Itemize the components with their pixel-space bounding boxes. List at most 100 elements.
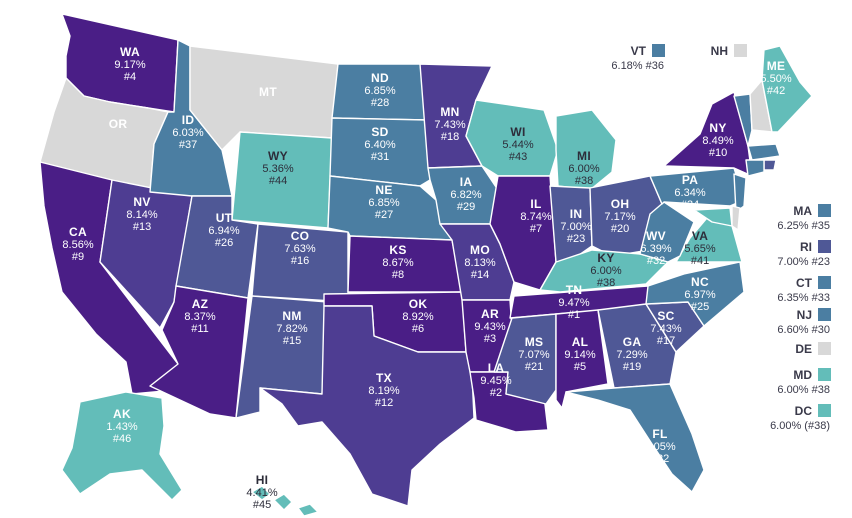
state-me: [761, 45, 813, 133]
label-ar: AR9.43%#3: [474, 307, 505, 345]
state-code: AK: [113, 407, 131, 421]
label-pa: PA6.34%#34: [674, 173, 705, 211]
state-rank: #15: [283, 335, 301, 347]
state-rank: #41: [691, 255, 709, 267]
state-tx: [259, 305, 475, 507]
state-ky: [539, 249, 669, 293]
label-mo: MO8.13%#14: [464, 243, 495, 281]
state-de: [731, 205, 741, 231]
state-code: AL: [572, 335, 589, 349]
label-wy: WY5.36%#44: [262, 149, 293, 187]
state-rank: #45: [253, 499, 271, 511]
state-rank: #28: [371, 97, 389, 109]
state-rank: #42: [767, 85, 785, 97]
state-code: WV: [646, 229, 666, 243]
legend-code: CT: [796, 276, 813, 290]
state-nj: [733, 173, 747, 213]
state-value: 7.82%: [276, 323, 307, 335]
state-value: 6.40%: [364, 139, 395, 151]
legend-entry-vt: VT 6.18% #36: [611, 44, 665, 72]
state-labels: WA9.17%#4ORCA8.56%#9NV8.14%#13ID6.03%#37…: [62, 45, 791, 511]
state-rank: #21: [525, 361, 543, 373]
label-tx: TX8.19%#12: [368, 371, 399, 409]
state-hi: [251, 485, 319, 517]
state-rank: #26: [215, 237, 233, 249]
state-code: AR: [481, 307, 499, 321]
state-rank: #27: [375, 209, 393, 221]
state-code: NV: [133, 195, 150, 209]
legend-entry-de: DE: [795, 342, 831, 356]
legend-code: DE: [795, 342, 812, 356]
legend-value: 6.00% #38: [777, 384, 830, 396]
state-az: [149, 285, 249, 419]
state-code: OK: [409, 297, 428, 311]
state-rank: #2: [490, 387, 502, 399]
state-value: 4.41%: [246, 487, 277, 499]
state-value: 8.49%: [702, 135, 733, 147]
legend-code: VT: [631, 44, 647, 58]
state-mi: [555, 109, 617, 191]
state-value: 8.19%: [368, 385, 399, 397]
state-code: LA: [488, 361, 505, 375]
label-nm: NM7.82%#15: [276, 309, 307, 347]
label-ky: KY6.00%#38: [590, 251, 621, 289]
label-nv: NV8.14%#13: [126, 195, 157, 233]
legend-swatch: [818, 308, 831, 321]
state-value: 6.39%: [640, 243, 671, 255]
state-value: 9.47%: [558, 297, 589, 309]
state-rank: #11: [191, 323, 209, 335]
small-state-legend: VT 6.18% #36 NH MA 6.25% #35 RI 7.00% #23 CT 6.3…: [611, 44, 831, 432]
state-rank: #16: [291, 255, 309, 267]
state-value: 7.05%: [644, 441, 675, 453]
legend-value: 6.35% #33: [777, 292, 830, 304]
state-value: 9.17%: [114, 59, 145, 71]
label-co: CO7.63%#16: [284, 229, 315, 267]
label-ut: UT6.94%#26: [208, 211, 239, 249]
label-ak: AK1.43%#46: [106, 407, 137, 445]
state-code: NC: [691, 275, 709, 289]
state-code: KY: [597, 251, 614, 265]
state-code: PA: [682, 173, 698, 187]
state-rank: #43: [509, 151, 527, 163]
label-wi: WI5.44%#43: [502, 125, 533, 163]
state-value: 9.45%: [480, 375, 511, 387]
label-fl: FL7.05%#22: [644, 427, 675, 465]
state-value: 8.37%: [184, 311, 215, 323]
state-rank: #44: [269, 175, 287, 187]
state-value: 8.13%: [464, 257, 495, 269]
legend-value: 6.18% #36: [611, 60, 664, 72]
label-ne: NE6.85%#27: [368, 183, 399, 221]
label-mi: MI6.00%#38: [568, 149, 599, 187]
state-fl: [565, 383, 705, 493]
state-value: 8.56%: [62, 239, 93, 251]
legend-entry-md: MD 6.00% #38: [777, 368, 831, 396]
state-rank: #20: [611, 223, 629, 235]
label-wv: WV6.39%#32: [640, 229, 671, 267]
state-code: VA: [692, 229, 708, 243]
state-value: 1.43%: [106, 421, 137, 433]
label-ia: IA6.82%#29: [450, 175, 481, 213]
label-ok: OK8.92%#6: [402, 297, 433, 335]
state-code: MI: [577, 149, 591, 163]
state-ga: [597, 303, 677, 389]
state-wv: [639, 201, 695, 263]
label-mt: MT: [259, 85, 277, 99]
state-rank: #38: [597, 277, 615, 289]
state-rank: #10: [709, 147, 727, 159]
state-rank: #9: [72, 251, 84, 263]
state-value: 9.43%: [474, 321, 505, 333]
state-code: ND: [371, 71, 389, 85]
state-value: 6.85%: [368, 197, 399, 209]
state-value: 8.92%: [402, 311, 433, 323]
label-hi: HI4.41%#45: [246, 473, 277, 511]
legend-entry-nj: NJ 6.60% #30: [777, 308, 831, 336]
state-sd: [329, 117, 431, 187]
state-code: WY: [268, 149, 288, 163]
state-rank: #38: [575, 175, 593, 187]
state-code: NY: [709, 121, 726, 135]
state-rank: #14: [471, 269, 489, 281]
state-rank: #5: [574, 361, 586, 373]
label-id: ID6.03%#37: [172, 113, 203, 151]
state-code: WI: [510, 125, 525, 139]
